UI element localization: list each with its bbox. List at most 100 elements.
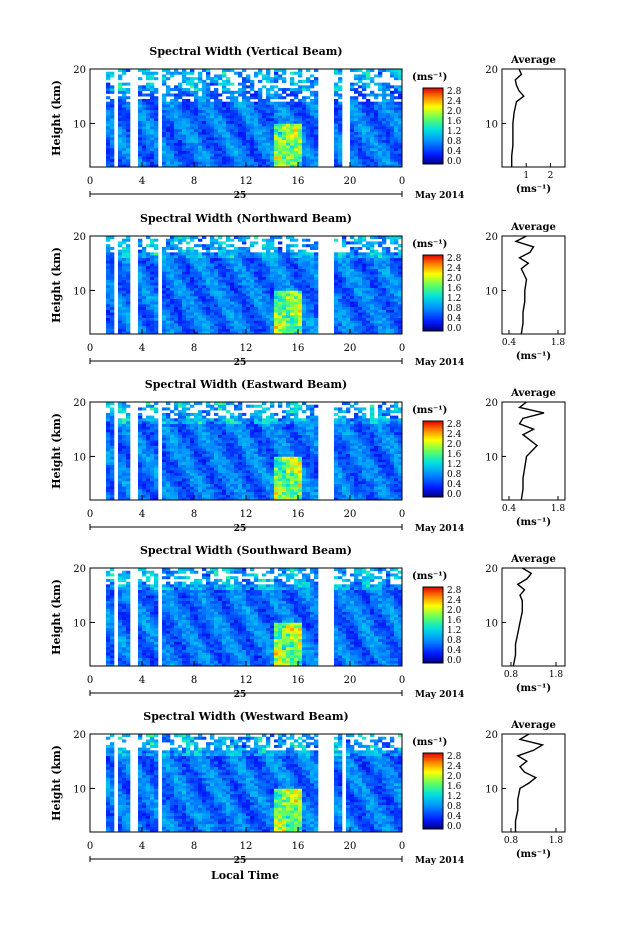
- heatmap-cell: [154, 246, 159, 250]
- heatmap-cell: [106, 404, 111, 408]
- heatmap-cell: [222, 246, 227, 250]
- heatmap-cell: [378, 236, 383, 240]
- heatmap-cell: [138, 104, 143, 108]
- heatmap-cell: [182, 257, 187, 261]
- heatmap-cell: [150, 93, 155, 97]
- heatmap-cell: [234, 268, 239, 272]
- heatmap-cell: [186, 290, 191, 294]
- heatmap-cell: [286, 115, 291, 119]
- heatmap-cell: [166, 328, 171, 332]
- heatmap-cell: [350, 96, 355, 100]
- heatmap-cell: [162, 101, 167, 105]
- heatmap-cell: [118, 478, 123, 482]
- heatmap-cell: [254, 260, 259, 264]
- heatmap-cell: [218, 118, 223, 122]
- heatmap-cell: [118, 429, 123, 433]
- heatmap-cell: [350, 285, 355, 289]
- heatmap-cell: [366, 295, 371, 299]
- heatmap-cell: [250, 244, 255, 248]
- heatmap-cell: [386, 161, 391, 165]
- heatmap-cell: [154, 431, 159, 435]
- heatmap-cell: [194, 137, 199, 141]
- heatmap-cell: [378, 328, 383, 332]
- heatmap-cell: [218, 309, 223, 313]
- heatmap-cell: [174, 118, 179, 122]
- heatmap-cell: [138, 295, 143, 299]
- heatmap-cell: [238, 131, 243, 135]
- heatmap-cell: [210, 312, 215, 316]
- heatmap-cell: [382, 298, 387, 302]
- heatmap-cell: [186, 282, 191, 286]
- heatmap-cell: [382, 314, 387, 318]
- heatmap-cell: [218, 293, 223, 297]
- heatmap-cell: [154, 128, 159, 132]
- heatmap-cell: [118, 410, 123, 414]
- heatmap-cell: [386, 287, 391, 291]
- heatmap-cell: [126, 156, 131, 160]
- heatmap-cell: [298, 126, 303, 130]
- heatmap-cell: [118, 164, 123, 168]
- heatmap-cell: [186, 139, 191, 143]
- heatmap-cell: [294, 120, 299, 124]
- heatmap-cell: [186, 126, 191, 130]
- heatmap-cell: [286, 249, 291, 253]
- heatmap-cell: [154, 161, 159, 165]
- heatmap-cell: [182, 331, 187, 335]
- heatmap-cell: [142, 312, 147, 316]
- heatmap-cell: [278, 306, 283, 310]
- heatmap-cell: [210, 244, 215, 248]
- heatmap-cell: [346, 279, 351, 283]
- heatmap-cell: [286, 118, 291, 122]
- heatmap-cell: [110, 434, 115, 438]
- heatmap-cell: [154, 120, 159, 124]
- heatmap-cell: [338, 101, 343, 105]
- heatmap-cell: [110, 145, 115, 149]
- heatmap-cell: [274, 298, 279, 302]
- heatmap-cell: [126, 328, 131, 332]
- heatmap-cell: [118, 263, 123, 267]
- heatmap-cell: [246, 164, 251, 168]
- heatmap-cell: [198, 464, 203, 468]
- heatmap-cell: [346, 252, 351, 256]
- heatmap-cell: [142, 489, 147, 493]
- heatmap-cell: [370, 285, 375, 289]
- heatmap-cell: [202, 483, 207, 487]
- heatmap-cell: [278, 126, 283, 130]
- heatmap-cell: [238, 331, 243, 335]
- heatmap-cell: [354, 88, 359, 92]
- heatmap-cell: [186, 109, 191, 113]
- heatmap-cell: [138, 491, 143, 495]
- heatmap-cell: [350, 320, 355, 324]
- heatmap-cell: [234, 265, 239, 269]
- heatmap-cell: [270, 328, 275, 332]
- heatmap-cell: [314, 328, 319, 332]
- heatmap-cell: [302, 161, 307, 165]
- heatmap-cell: [370, 101, 375, 105]
- heatmap-cell: [362, 142, 367, 146]
- heatmap-cell: [338, 328, 343, 332]
- heatmap-cell: [154, 158, 159, 162]
- heatmap-cell: [218, 158, 223, 162]
- heatmap-cell: [154, 268, 159, 272]
- heatmap-cell: [174, 88, 179, 92]
- heatmap-cell: [254, 265, 259, 269]
- heatmap-cell: [162, 461, 167, 465]
- heatmap-cell: [202, 126, 207, 130]
- heatmap-cell: [150, 142, 155, 146]
- heatmap-cell: [270, 244, 275, 248]
- heatmap-cell: [238, 312, 243, 316]
- heatmap-cell: [238, 126, 243, 130]
- heatmap-cell: [334, 134, 339, 138]
- heatmap-cell: [154, 263, 159, 267]
- heatmap-cell: [382, 158, 387, 162]
- heatmap-cell: [214, 115, 219, 119]
- heatmap-cell: [198, 448, 203, 452]
- heatmap-cell: [382, 93, 387, 97]
- heatmap-cell: [358, 156, 363, 160]
- heatmap-cell: [306, 85, 311, 89]
- heatmap-cell: [298, 252, 303, 256]
- heatmap-cell: [162, 161, 167, 165]
- heatmap-cell: [118, 483, 123, 487]
- heatmap-cell: [286, 314, 291, 318]
- heatmap-cell: [378, 255, 383, 259]
